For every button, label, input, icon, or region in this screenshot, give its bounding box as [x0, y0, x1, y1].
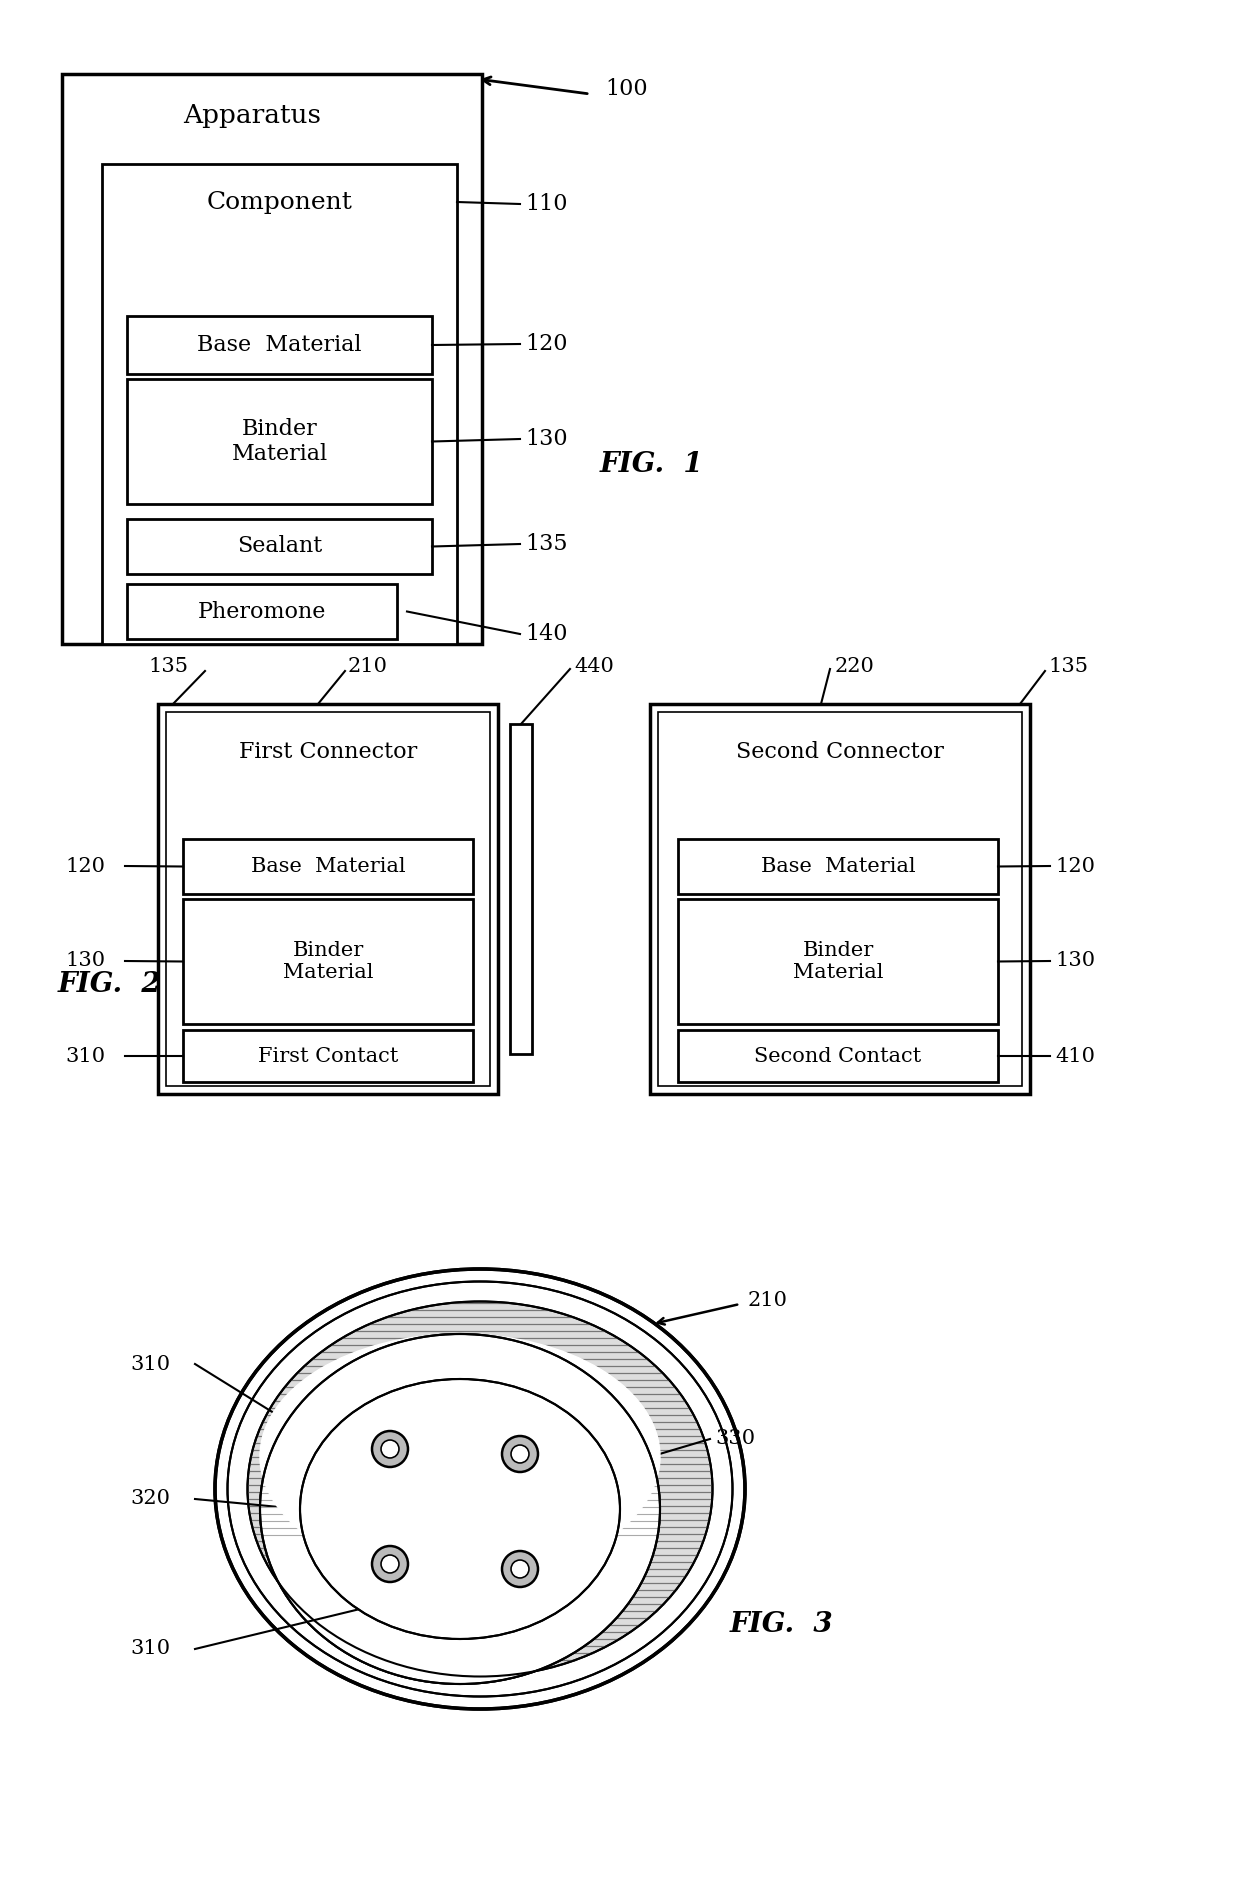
Text: Second Connector: Second Connector — [737, 741, 944, 764]
Bar — [102, 164, 458, 644]
Circle shape — [372, 1546, 408, 1582]
Text: Base  Material: Base Material — [760, 857, 915, 876]
Bar — [650, 704, 1030, 1095]
Bar — [510, 724, 532, 1055]
Text: First Connector: First Connector — [239, 741, 417, 764]
Ellipse shape — [260, 1335, 660, 1683]
Text: 410: 410 — [1055, 1047, 1095, 1066]
Bar — [184, 1030, 472, 1081]
Text: 130: 130 — [525, 428, 568, 449]
Text: Binder
Material: Binder Material — [792, 941, 883, 982]
Text: 120: 120 — [64, 857, 105, 876]
Bar — [126, 520, 432, 573]
Text: 210: 210 — [748, 1291, 787, 1310]
Text: Component: Component — [207, 190, 352, 213]
Ellipse shape — [248, 1302, 713, 1677]
Text: 120: 120 — [525, 333, 568, 354]
Circle shape — [511, 1559, 529, 1578]
Circle shape — [381, 1439, 399, 1458]
Text: 220: 220 — [835, 657, 875, 676]
Text: 120: 120 — [1055, 857, 1095, 876]
Text: Base  Material: Base Material — [197, 333, 362, 356]
Text: 110: 110 — [525, 192, 568, 215]
Text: 210: 210 — [348, 657, 388, 676]
Text: Apparatus: Apparatus — [184, 103, 321, 128]
Bar — [126, 585, 397, 640]
Bar — [157, 704, 498, 1095]
Text: FIG.  1: FIG. 1 — [600, 451, 703, 478]
Circle shape — [502, 1552, 538, 1588]
Text: 310: 310 — [64, 1047, 105, 1066]
Circle shape — [381, 1556, 399, 1573]
Bar — [126, 379, 432, 505]
Text: 320: 320 — [130, 1489, 170, 1508]
Text: 100: 100 — [605, 78, 647, 101]
Text: 130: 130 — [64, 952, 105, 971]
Bar — [62, 74, 482, 644]
Bar — [678, 1030, 998, 1081]
Text: 140: 140 — [525, 623, 568, 645]
Text: 330: 330 — [715, 1430, 755, 1449]
Circle shape — [511, 1445, 529, 1462]
Text: Binder
Material: Binder Material — [283, 941, 373, 982]
Ellipse shape — [300, 1378, 620, 1639]
Text: 130: 130 — [1055, 952, 1095, 971]
Text: 310: 310 — [130, 1354, 170, 1373]
Ellipse shape — [215, 1268, 745, 1710]
Bar — [184, 840, 472, 895]
Text: 310: 310 — [130, 1639, 170, 1658]
Text: Second Contact: Second Contact — [754, 1047, 921, 1066]
Circle shape — [372, 1432, 408, 1466]
Text: Binder
Material: Binder Material — [232, 417, 327, 465]
Ellipse shape — [260, 1335, 660, 1683]
Ellipse shape — [260, 1335, 660, 1578]
Text: Pheromone: Pheromone — [198, 600, 326, 623]
Text: FIG.  3: FIG. 3 — [730, 1611, 833, 1637]
Bar — [126, 316, 432, 373]
Text: 135: 135 — [148, 657, 188, 676]
Circle shape — [502, 1436, 538, 1472]
Text: 135: 135 — [1048, 657, 1087, 676]
Bar — [658, 712, 1022, 1085]
Text: First Contact: First Contact — [258, 1047, 398, 1066]
Bar — [184, 899, 472, 1024]
Bar — [678, 840, 998, 895]
Text: Base  Material: Base Material — [250, 857, 405, 876]
Bar — [166, 712, 490, 1085]
Ellipse shape — [227, 1281, 733, 1696]
Text: FIG.  2: FIG. 2 — [58, 971, 161, 998]
Bar — [678, 899, 998, 1024]
Text: 440: 440 — [574, 657, 614, 676]
Text: 135: 135 — [525, 533, 568, 554]
Text: Sealant: Sealant — [237, 535, 322, 558]
